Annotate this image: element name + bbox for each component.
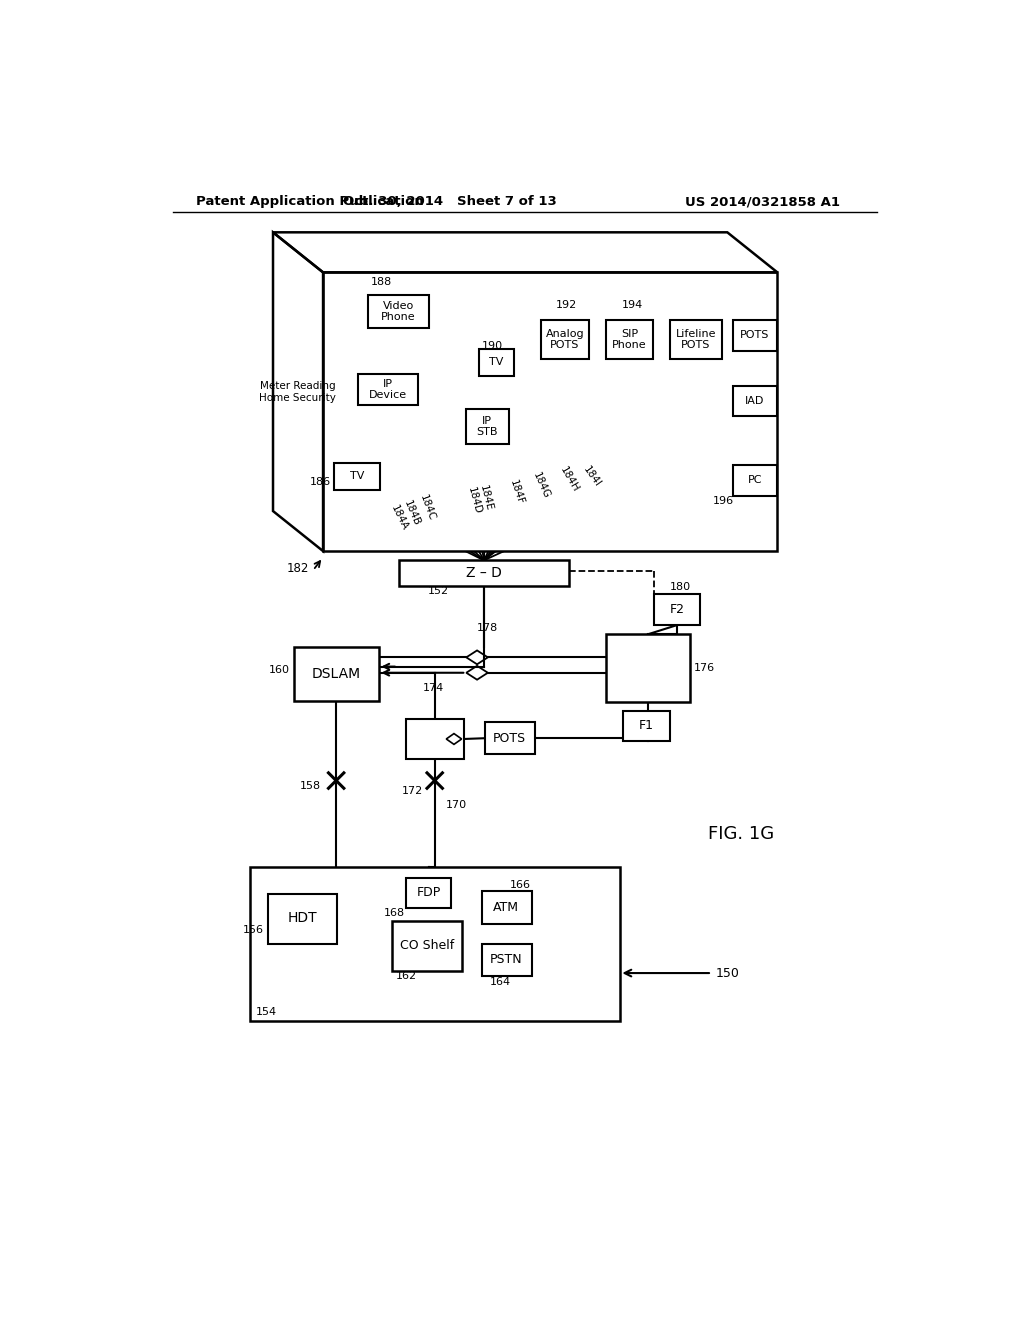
Text: 194: 194 [622, 300, 643, 310]
Text: IP
STB: IP STB [476, 416, 498, 437]
Bar [481, 944, 531, 977]
Bar [294, 647, 379, 701]
Text: FIG. 1G: FIG. 1G [708, 825, 774, 843]
Text: POTS: POTS [740, 330, 770, 341]
Text: HDT: HDT [288, 911, 317, 925]
Text: 150: 150 [716, 966, 739, 979]
Bar [334, 462, 380, 490]
Bar [624, 711, 670, 741]
Text: 156: 156 [243, 925, 264, 935]
Text: 168: 168 [384, 908, 406, 917]
Text: POTS: POTS [493, 731, 526, 744]
Text: 174: 174 [423, 684, 444, 693]
Text: 188: 188 [371, 277, 392, 286]
Text: PSTN: PSTN [490, 953, 522, 966]
Text: 184A: 184A [388, 504, 410, 533]
Bar [407, 878, 451, 908]
Text: 184H: 184H [558, 466, 581, 495]
Text: 192: 192 [556, 300, 577, 310]
Text: 184F: 184F [508, 479, 525, 506]
Text: SIP
Phone: SIP Phone [612, 329, 647, 350]
Bar [733, 321, 776, 351]
Bar [250, 867, 620, 1020]
Bar [484, 722, 535, 755]
Text: 184B: 184B [402, 499, 422, 528]
Bar [733, 465, 776, 496]
Text: 152: 152 [428, 586, 449, 597]
Text: F1: F1 [639, 719, 654, 733]
Bar [357, 374, 418, 405]
Bar [670, 321, 722, 359]
Text: DSLAM: DSLAM [311, 668, 360, 681]
Text: 190: 190 [481, 342, 503, 351]
Bar [478, 350, 514, 376]
Bar [541, 321, 589, 359]
Text: 182: 182 [287, 562, 309, 576]
Text: Patent Application Publication: Patent Application Publication [196, 195, 424, 209]
Text: Oct. 30, 2014   Sheet 7 of 13: Oct. 30, 2014 Sheet 7 of 13 [343, 195, 557, 209]
Text: PC: PC [748, 475, 762, 486]
Text: 180: 180 [670, 582, 690, 593]
Text: TV: TV [350, 471, 365, 482]
Text: 166: 166 [509, 880, 530, 890]
Text: FDP: FDP [417, 887, 440, 899]
Text: 154: 154 [256, 1007, 278, 1016]
Text: 196: 196 [713, 496, 733, 506]
Text: Video
Phone: Video Phone [381, 301, 416, 322]
Text: 160: 160 [269, 665, 290, 676]
Text: 170: 170 [446, 800, 467, 810]
Text: 158: 158 [300, 781, 321, 791]
Bar [605, 635, 690, 702]
Text: US 2014/0321858 A1: US 2014/0321858 A1 [685, 195, 840, 209]
Text: 176: 176 [694, 663, 716, 673]
Text: 172: 172 [401, 787, 423, 796]
Bar [481, 891, 531, 924]
Bar [654, 594, 700, 626]
Bar [368, 296, 429, 327]
Bar [605, 321, 653, 359]
Text: 178: 178 [477, 623, 499, 634]
Bar [466, 409, 509, 444]
Text: ATM: ATM [494, 902, 519, 915]
Bar [733, 385, 776, 416]
Text: 184D: 184D [465, 486, 482, 516]
Text: Meter Reading
Home Security: Meter Reading Home Security [259, 381, 336, 403]
Text: Lifeline
POTS: Lifeline POTS [676, 329, 716, 350]
Bar [323, 272, 777, 552]
Text: IAD: IAD [745, 396, 765, 407]
Text: Z – D: Z – D [466, 566, 502, 579]
Text: 162: 162 [396, 972, 418, 981]
Text: IP
Device: IP Device [369, 379, 407, 400]
Bar [407, 719, 464, 759]
Text: 184G: 184G [530, 471, 551, 500]
Bar [267, 894, 337, 944]
Text: Analog
POTS: Analog POTS [546, 329, 584, 350]
Bar [392, 921, 462, 970]
Text: CO Shelf: CO Shelf [400, 939, 454, 952]
Text: 184E: 184E [478, 484, 494, 512]
Text: TV: TV [489, 358, 504, 367]
Text: 184C: 184C [418, 494, 436, 523]
Text: 186: 186 [309, 477, 331, 487]
Text: 164: 164 [489, 977, 511, 987]
Text: 184I: 184I [582, 465, 603, 488]
Bar [398, 560, 569, 586]
Text: F2: F2 [670, 603, 685, 616]
